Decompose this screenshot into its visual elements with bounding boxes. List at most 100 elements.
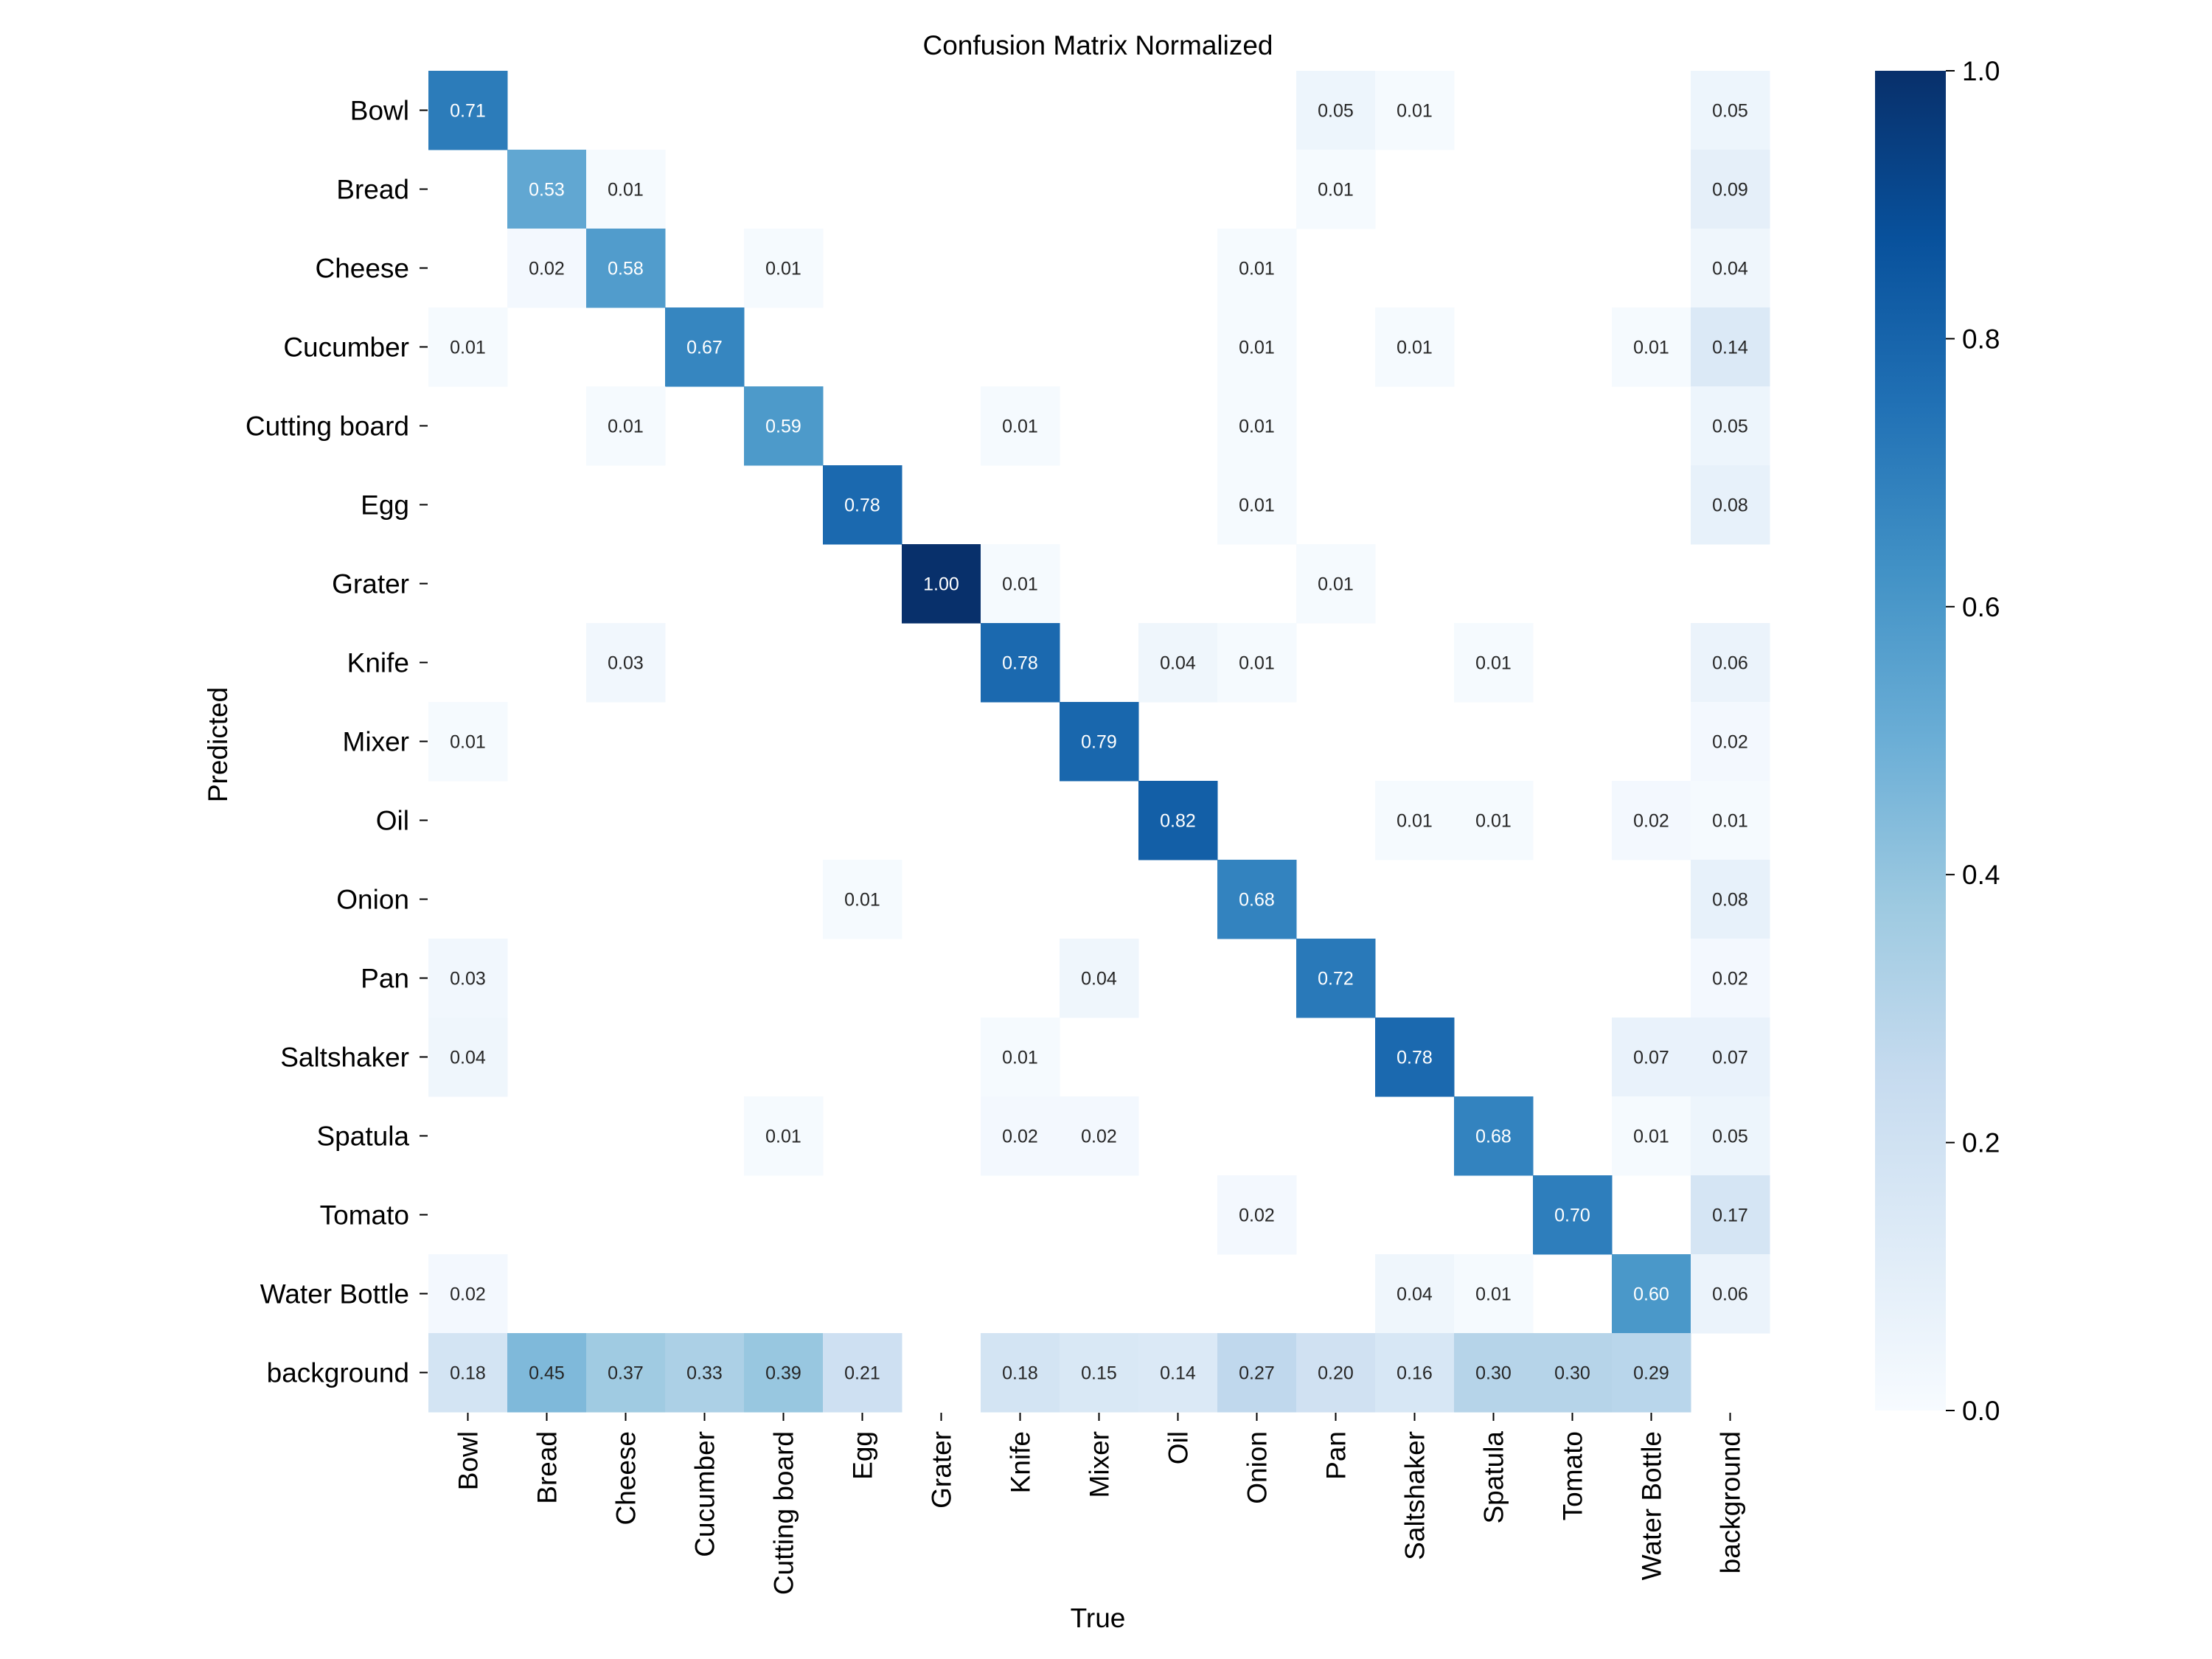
cell-value-label: 0.04 — [1081, 969, 1117, 990]
heatmap-cell — [1612, 307, 1691, 387]
cell-value-label: 0.02 — [1002, 1127, 1038, 1147]
x-tick-label: Water Bottle — [1637, 1431, 1667, 1580]
cell-value-label: 0.01 — [1397, 811, 1433, 832]
cell-value-label: 0.01 — [450, 732, 486, 753]
cell-value-label: 0.01 — [1633, 1127, 1669, 1147]
x-tick-label: Cucumber — [690, 1431, 720, 1557]
cell-value-label: 0.01 — [1397, 101, 1433, 122]
y-tick-label: Pan — [361, 964, 409, 994]
heatmap-cell — [1217, 386, 1297, 466]
heatmap-cell — [507, 1333, 587, 1413]
heatmap-cell — [981, 386, 1060, 466]
x-tick-label: background — [1716, 1431, 1746, 1573]
colorbar-tick-label: 0.8 — [1962, 324, 2000, 354]
heatmap-cell — [428, 71, 508, 150]
cell-value-label: 0.30 — [1554, 1363, 1590, 1384]
heatmap-cell — [1217, 860, 1297, 939]
heatmap-cell — [1533, 1333, 1613, 1413]
cell-value-label: 0.01 — [1002, 1048, 1038, 1068]
heatmap-cell — [1296, 544, 1376, 624]
heatmap-cell — [586, 229, 666, 308]
heatmap-cell — [823, 1333, 902, 1413]
cell-value-label: 0.07 — [1633, 1048, 1669, 1068]
cell-value-label: 0.04 — [1160, 653, 1196, 674]
cell-value-label: 0.04 — [1712, 259, 1748, 279]
heatmap-cell — [1217, 1333, 1297, 1413]
heatmap-cell — [1217, 1175, 1297, 1255]
y-tick-label: Grater — [332, 569, 409, 599]
heatmap-cell — [1691, 781, 1770, 860]
cell-value-label: 0.78 — [844, 495, 880, 516]
cell-value-label: 0.58 — [608, 259, 644, 279]
cell-value-label: 0.01 — [1633, 338, 1669, 358]
y-tick-label: Bread — [336, 175, 409, 205]
cell-value-label: 0.01 — [1475, 653, 1512, 674]
heatmap-cell — [1296, 1333, 1376, 1413]
heatmap-cell — [744, 229, 824, 308]
cell-value-label: 0.07 — [1712, 1048, 1748, 1068]
heatmap-cell — [428, 1333, 508, 1413]
cell-value-label: 0.15 — [1081, 1363, 1117, 1384]
heatmap-cell — [1375, 307, 1455, 387]
cell-value-label: 0.02 — [1081, 1127, 1117, 1147]
heatmap-cell — [1691, 623, 1770, 703]
heatmap-cell — [1296, 71, 1376, 150]
cell-value-label: 0.06 — [1712, 1284, 1748, 1305]
x-tick-label: Cheese — [611, 1431, 641, 1526]
heatmap-cell — [665, 1333, 745, 1413]
cell-value-label: 0.02 — [529, 259, 565, 279]
cell-value-label: 0.68 — [1239, 890, 1275, 911]
cell-value-label: 0.01 — [1318, 574, 1354, 595]
heatmap-cell — [428, 1254, 508, 1334]
heatmap-cell — [1454, 623, 1534, 703]
heatmap-cell — [1612, 1254, 1691, 1334]
cell-value-label: 0.03 — [608, 653, 644, 674]
cell-value-label: 0.82 — [1160, 811, 1196, 832]
heatmap-cell — [1375, 1333, 1455, 1413]
heatmap-cell — [428, 307, 508, 387]
heatmap-cell — [428, 702, 508, 782]
x-tick-label: Grater — [927, 1431, 957, 1509]
heatmap-cell — [1691, 1254, 1770, 1334]
heatmap-cell — [1691, 1096, 1770, 1176]
heatmap-cell — [1060, 1096, 1139, 1176]
cell-value-label: 0.37 — [608, 1363, 644, 1384]
y-tick-label: Water Bottle — [260, 1279, 409, 1310]
heatmap-cell — [1375, 781, 1455, 860]
y-tick-label: Mixer — [343, 727, 409, 757]
cell-value-label: 0.39 — [765, 1363, 801, 1384]
colorbar-ticks: 0.0 0.2 0.4 0.6 0.8 1.0 — [1946, 56, 2000, 1426]
y-tick-label: Saltshaker — [280, 1043, 409, 1073]
heatmap-cell — [1454, 1333, 1534, 1413]
cell-value-label: 0.01 — [1239, 259, 1275, 279]
cell-value-label: 0.04 — [450, 1048, 486, 1068]
cell-value-label: 0.05 — [1712, 417, 1748, 437]
x-tick-label: Saltshaker — [1400, 1431, 1430, 1560]
x-tick-label: Mixer — [1085, 1431, 1115, 1498]
y-tick-label: Bowl — [350, 96, 409, 126]
heatmap-cell — [1612, 1333, 1691, 1413]
heatmap-cell — [1691, 702, 1770, 782]
colorbar-tick-label: 0.6 — [1962, 592, 2000, 622]
heatmap-cell — [1691, 386, 1770, 466]
y-tick-label: Cucumber — [283, 333, 409, 363]
cell-value-label: 0.01 — [1475, 1284, 1512, 1305]
heatmap-cell — [1691, 860, 1770, 939]
heatmap-cell — [1691, 939, 1770, 1018]
heatmap-cell — [1612, 1096, 1691, 1176]
x-tick-label: Bread — [532, 1431, 563, 1504]
heatmap-cell — [1691, 229, 1770, 308]
cell-value-label: 0.01 — [1239, 653, 1275, 674]
colorbar-tick-label: 0.4 — [1962, 860, 2000, 890]
heatmap-cell — [1060, 1333, 1139, 1413]
x-tick-label: Pan — [1321, 1431, 1352, 1480]
heatmap-cell — [1691, 150, 1770, 229]
cell-value-label: 0.05 — [1318, 101, 1354, 122]
heatmap-cell — [744, 1333, 824, 1413]
heatmap-cell — [1454, 1096, 1534, 1176]
x-tick-label: Egg — [848, 1431, 878, 1480]
heatmap-cell — [586, 150, 666, 229]
cell-value-label: 0.70 — [1554, 1206, 1590, 1226]
